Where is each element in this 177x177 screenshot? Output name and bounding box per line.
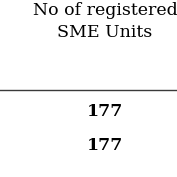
Text: 177: 177 xyxy=(87,104,123,121)
Text: No of registered
SME Units: No of registered SME Units xyxy=(33,2,177,41)
Text: 177: 177 xyxy=(87,136,123,153)
